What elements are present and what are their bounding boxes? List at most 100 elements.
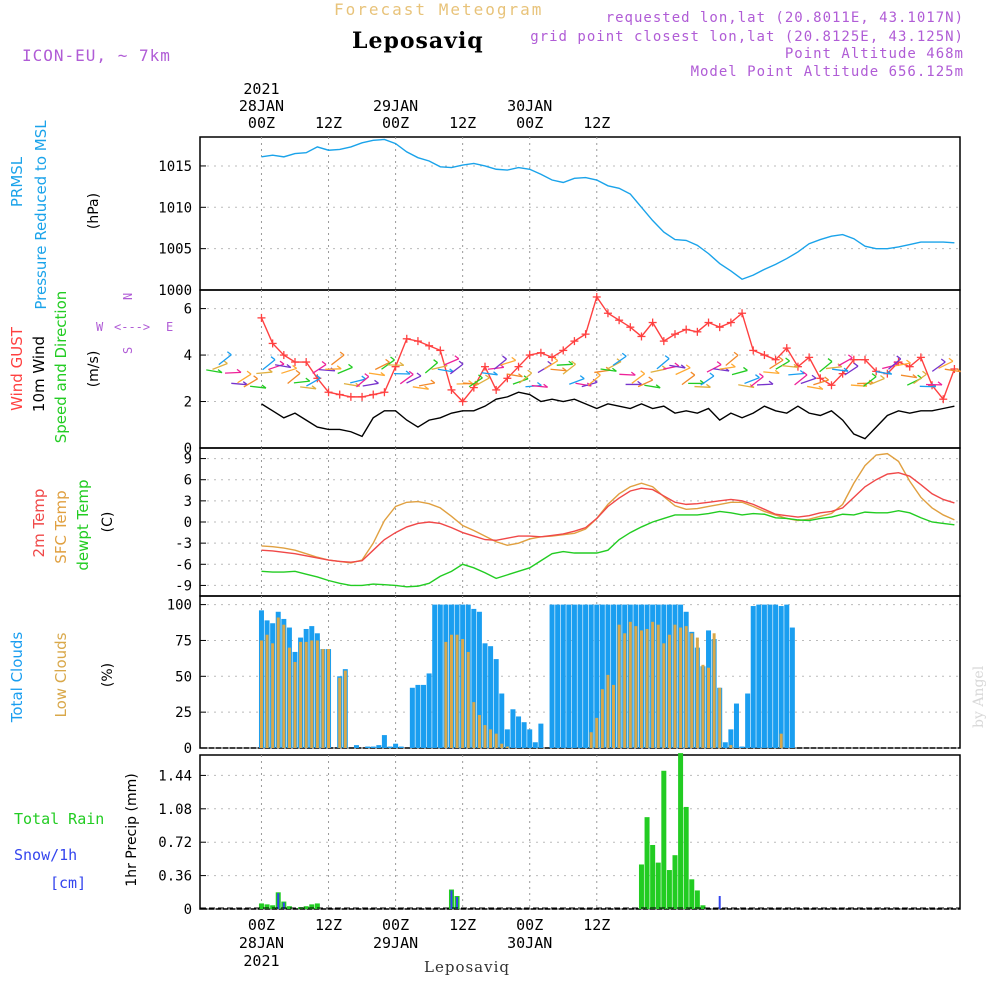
wind-direction-arrow <box>750 376 764 388</box>
precip-ytick-label: 1.44 <box>158 768 192 784</box>
clouds-low-clouds-bar <box>639 630 643 748</box>
wind-direction-arrow <box>813 379 829 386</box>
precip-total-rain-bar <box>270 905 276 909</box>
precip-total-rain-bar <box>258 903 264 909</box>
wind-direction-arrow <box>281 367 297 374</box>
clouds-low-clouds-bar <box>656 624 660 748</box>
wind-direction-arrow <box>206 369 223 374</box>
top-time-label: 12Z <box>583 114 610 132</box>
wind-direction-arrow-head <box>827 358 833 363</box>
bottom-time-label: 12Z <box>315 916 342 934</box>
wind-direction-arrow-head <box>261 384 267 389</box>
wind-direction-arrow <box>669 364 686 369</box>
top-time-label: 12Z <box>315 114 342 132</box>
pressure-pressure-line <box>261 138 955 281</box>
precip-total-rain-bar <box>661 770 667 909</box>
wind-direction-arrow-head <box>802 371 808 376</box>
pressure-ytick-label: 1010 <box>158 200 192 216</box>
clouds-low-clouds-bar <box>455 634 459 748</box>
wind-direction-arrow-head <box>226 351 232 356</box>
wind-direction-arrow <box>237 373 252 384</box>
wind-direction-arrow <box>844 365 859 376</box>
wind-direction-arrow-head <box>743 366 748 371</box>
top-time-label: 00Z <box>516 114 543 132</box>
wind-direction-arrow-head <box>568 360 574 365</box>
wind-direction-arrow-head <box>518 373 523 378</box>
wind-direction-arrow <box>506 373 523 378</box>
precip-total-rain-bar <box>694 890 700 909</box>
clouds-low-clouds-bar <box>327 649 331 748</box>
wind-direction-arrow <box>600 368 617 372</box>
clouds-total-clouds-bar <box>398 746 404 748</box>
wind-direction-arrow <box>337 366 353 375</box>
wind-direction-arrow <box>518 372 533 384</box>
wind-direction-arrow <box>781 364 799 369</box>
wind-direction-arrow-head <box>824 376 830 381</box>
clouds-total-clouds-bar <box>745 693 751 748</box>
clouds-total-clouds-bar <box>594 604 600 748</box>
clouds-total-clouds-bar <box>482 643 488 748</box>
wind-direction-arrow <box>212 362 228 370</box>
wind-10m-wind-speed-line <box>261 391 955 440</box>
wind-direction-arrow-head <box>896 355 902 360</box>
wind-direction-arrow-head <box>755 374 760 379</box>
wind-direction-arrow <box>287 372 301 384</box>
precip-total-rain-bar <box>666 870 672 909</box>
precip-total-rain-bar <box>683 806 689 909</box>
wind-direction-arrow-head <box>922 370 927 375</box>
wind-direction-arrow-head <box>887 370 893 375</box>
clouds-low-clouds-bar <box>444 641 448 748</box>
clouds-total-clouds-bar <box>437 604 443 748</box>
wind-direction-arrow <box>362 382 379 387</box>
wind-direction-arrow-head <box>621 352 627 357</box>
wind-direction-arrow <box>938 360 954 369</box>
wind-ytick-label: 2 <box>184 395 192 411</box>
pressure-frame <box>199 136 961 291</box>
clouds-total-clouds-bar <box>789 627 795 748</box>
precip-snow-1h-bar <box>277 893 280 909</box>
clouds-total-clouds-bar <box>471 608 477 748</box>
precip-total-rain-bar <box>650 844 656 909</box>
clouds-low-clouds-bar <box>315 640 319 748</box>
wind-direction-arrow-head <box>948 357 954 362</box>
wind-direction-arrow <box>806 385 823 390</box>
clouds-total-clouds-bar <box>728 729 734 748</box>
clouds-title-low: Low Clouds <box>52 632 70 717</box>
wind-direction-arrow <box>443 358 460 366</box>
temperature-sfc-temp-line <box>261 452 955 564</box>
clouds-low-clouds-bar <box>276 617 280 748</box>
clouds-total-clouds-bar <box>538 723 544 748</box>
wind-direction-arrow <box>681 374 696 386</box>
wind-direction-arrow-head <box>385 358 390 363</box>
precip-total-rain-bar <box>286 906 292 909</box>
top-time-label: 2021 <box>243 80 279 98</box>
wind-direction-arrow-head <box>778 356 784 361</box>
compass-east: E <box>166 320 173 334</box>
wind-direction-arrow <box>368 372 385 377</box>
temperature-ytick-label: 0 <box>184 515 192 531</box>
wind-direction-arrow-head <box>562 367 567 372</box>
wind-direction-arrow <box>694 385 711 388</box>
wind-direction-arrow <box>462 382 479 385</box>
wind-direction-arrow <box>399 373 414 385</box>
top-time-label: 28JAN <box>239 97 284 115</box>
wind-direction-arrow-head <box>880 374 885 379</box>
wind-direction-arrow <box>913 373 927 385</box>
clouds-low-clouds-bar <box>299 641 303 748</box>
wind-direction-arrow <box>894 362 911 367</box>
wind-direction-arrow-head <box>630 371 636 376</box>
clouds-total-clouds-bar <box>521 722 527 748</box>
precip-ylabel: 1hr Precip (mm) <box>124 773 140 886</box>
clouds-low-clouds-bar <box>779 733 783 748</box>
wind-direction-arrow <box>644 384 661 389</box>
wind-direction-arrow-head <box>399 361 405 366</box>
temp-title-dewpt: dewpt Temp <box>74 479 92 570</box>
wind-direction-arrow <box>700 375 715 386</box>
clouds-low-clouds-bar <box>634 626 638 748</box>
pressure-title-desc: Pressure Reduced to MSL <box>32 120 50 310</box>
wind-direction-arrow <box>569 378 585 385</box>
clouds-total-clouds-bar <box>476 611 482 748</box>
clouds-total-clouds-bar <box>560 604 566 748</box>
clouds-low-clouds-bar <box>701 664 705 748</box>
